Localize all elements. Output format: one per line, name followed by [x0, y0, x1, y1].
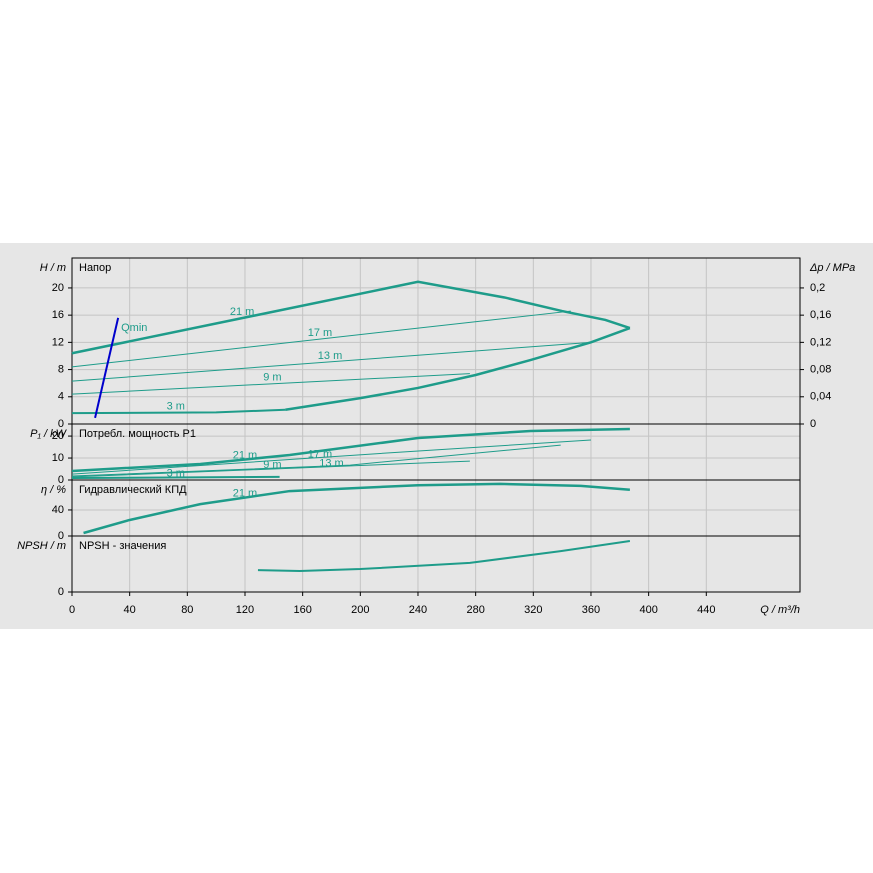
- x-tick-label: 320: [524, 604, 542, 616]
- curve-label: 17 m: [308, 448, 332, 460]
- x-tick-label: 160: [293, 604, 311, 616]
- y-tick-label: 12: [52, 336, 64, 348]
- y2-tick-label: 0,12: [810, 336, 831, 348]
- curve-label: 13 m: [318, 350, 342, 362]
- y-tick-label: 16: [52, 309, 64, 321]
- curve-label: 9 m: [263, 459, 281, 471]
- panel-title: NPSH - значения: [79, 540, 166, 552]
- y-axis-label: NPSH / m: [17, 540, 66, 552]
- curve-label: 3 m: [167, 401, 185, 413]
- curve-label: 21 m: [233, 449, 257, 461]
- curve: [71, 444, 561, 477]
- x-axis-label: Q / m³/h: [760, 604, 800, 616]
- curve: [71, 439, 592, 475]
- curve: [71, 341, 592, 382]
- curve-label: Qmin: [121, 322, 147, 334]
- curve: [83, 482, 630, 535]
- panel-title: Гидравлический КПД: [79, 484, 187, 496]
- y-axis-label: P₁ / kW: [30, 428, 67, 440]
- y-tick-label: 8: [58, 363, 64, 375]
- y-tick-label: 0: [58, 418, 64, 430]
- y-tick-label: 0: [58, 586, 64, 598]
- y-tick-label: 10: [52, 452, 64, 464]
- curve: [285, 326, 631, 411]
- curve-label: 21 m: [233, 487, 257, 499]
- curve: [71, 460, 470, 478]
- x-tick-label: 0: [69, 604, 75, 616]
- curve: [94, 317, 120, 419]
- y-tick-label: 20: [52, 282, 64, 294]
- panel-frame: [71, 535, 801, 593]
- y-axis-label: η / %: [41, 484, 66, 496]
- y2-tick-label: 0,04: [810, 391, 831, 403]
- y-tick-label: 0: [58, 474, 64, 486]
- curve: [71, 427, 630, 473]
- panel-title: Потребл. мощность P1: [79, 428, 196, 440]
- curve-label: 3 m: [167, 467, 185, 479]
- y-axis-label: H / m: [40, 262, 66, 274]
- y2-tick-label: 0,2: [810, 282, 825, 294]
- y2-tick-label: 0,08: [810, 363, 831, 375]
- y-tick-label: 20: [52, 430, 64, 442]
- y2-tick-label: 0: [810, 418, 816, 430]
- curve-label: 13 m: [319, 458, 343, 470]
- curve: [71, 373, 470, 395]
- curve: [71, 310, 571, 368]
- x-tick-label: 120: [236, 604, 254, 616]
- y-tick-label: 0: [58, 530, 64, 542]
- x-tick-label: 80: [181, 604, 193, 616]
- curve: [71, 475, 280, 480]
- x-tick-label: 200: [351, 604, 369, 616]
- x-tick-label: 360: [582, 604, 600, 616]
- curve: [257, 540, 631, 573]
- x-tick-label: 40: [124, 604, 136, 616]
- curve-label: 21 m: [230, 306, 254, 318]
- panel-title: Напор: [79, 262, 111, 274]
- x-tick-label: 440: [697, 604, 715, 616]
- y-tick-label: 4: [58, 391, 64, 403]
- y2-axis-label: Δp / MPa: [809, 262, 855, 274]
- x-tick-label: 280: [466, 604, 484, 616]
- x-tick-label: 240: [409, 604, 427, 616]
- y2-tick-label: 0,16: [810, 309, 831, 321]
- x-tick-label: 400: [639, 604, 657, 616]
- curve: [71, 280, 631, 355]
- y-tick-label: 40: [52, 504, 64, 516]
- curve: [71, 408, 286, 415]
- curve-label: 17 m: [308, 327, 332, 339]
- curve-label: 9 m: [263, 372, 281, 384]
